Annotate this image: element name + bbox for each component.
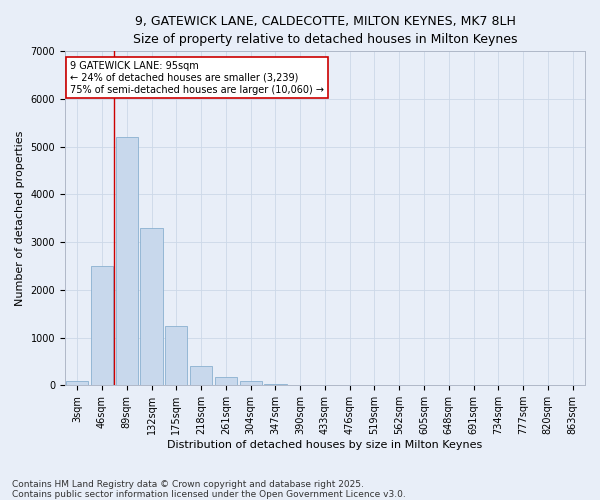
Bar [165,326,187,385]
Bar [116,137,138,385]
Bar [66,382,88,385]
Y-axis label: Number of detached properties: Number of detached properties [15,130,25,306]
Title: 9, GATEWICK LANE, CALDECOTTE, MILTON KEYNES, MK7 8LH
Size of property relative t: 9, GATEWICK LANE, CALDECOTTE, MILTON KEY… [133,15,517,46]
X-axis label: Distribution of detached houses by size in Milton Keynes: Distribution of detached houses by size … [167,440,482,450]
Text: 9 GATEWICK LANE: 95sqm
← 24% of detached houses are smaller (3,239)
75% of semi-: 9 GATEWICK LANE: 95sqm ← 24% of detached… [70,62,324,94]
Bar [215,377,237,385]
Bar [264,384,287,385]
Bar [140,228,163,385]
Bar [239,382,262,385]
Bar [190,366,212,385]
Text: Contains HM Land Registry data © Crown copyright and database right 2025.
Contai: Contains HM Land Registry data © Crown c… [12,480,406,499]
Bar [91,266,113,385]
